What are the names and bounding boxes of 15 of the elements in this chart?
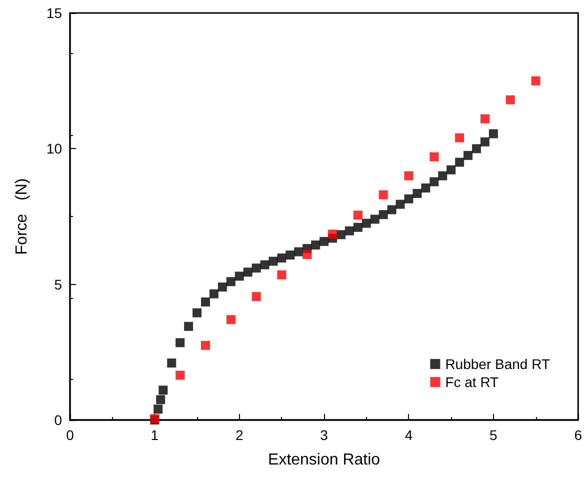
x-tick-label: 0 [66,427,74,443]
x-tick-label: 1 [150,427,159,443]
y-tick-label: 15 [46,5,62,21]
x-tick-label: 4 [404,427,413,443]
x-tick-label: 2 [235,427,244,443]
y-axis-title: Force (N) [14,178,30,255]
legend-label: Fc at RT [445,374,500,390]
x-tick-label: 6 [574,427,582,443]
y-tick-label: 10 [46,140,62,157]
legend-label: Rubber Band RT [445,356,550,372]
x-tick-label: 3 [320,427,328,443]
x-tick-label: 5 [490,427,498,443]
y-tick-label: 0 [54,412,62,428]
x-axis-title: Extension Ratio [268,452,380,468]
y-tick-label: 5 [54,276,62,292]
